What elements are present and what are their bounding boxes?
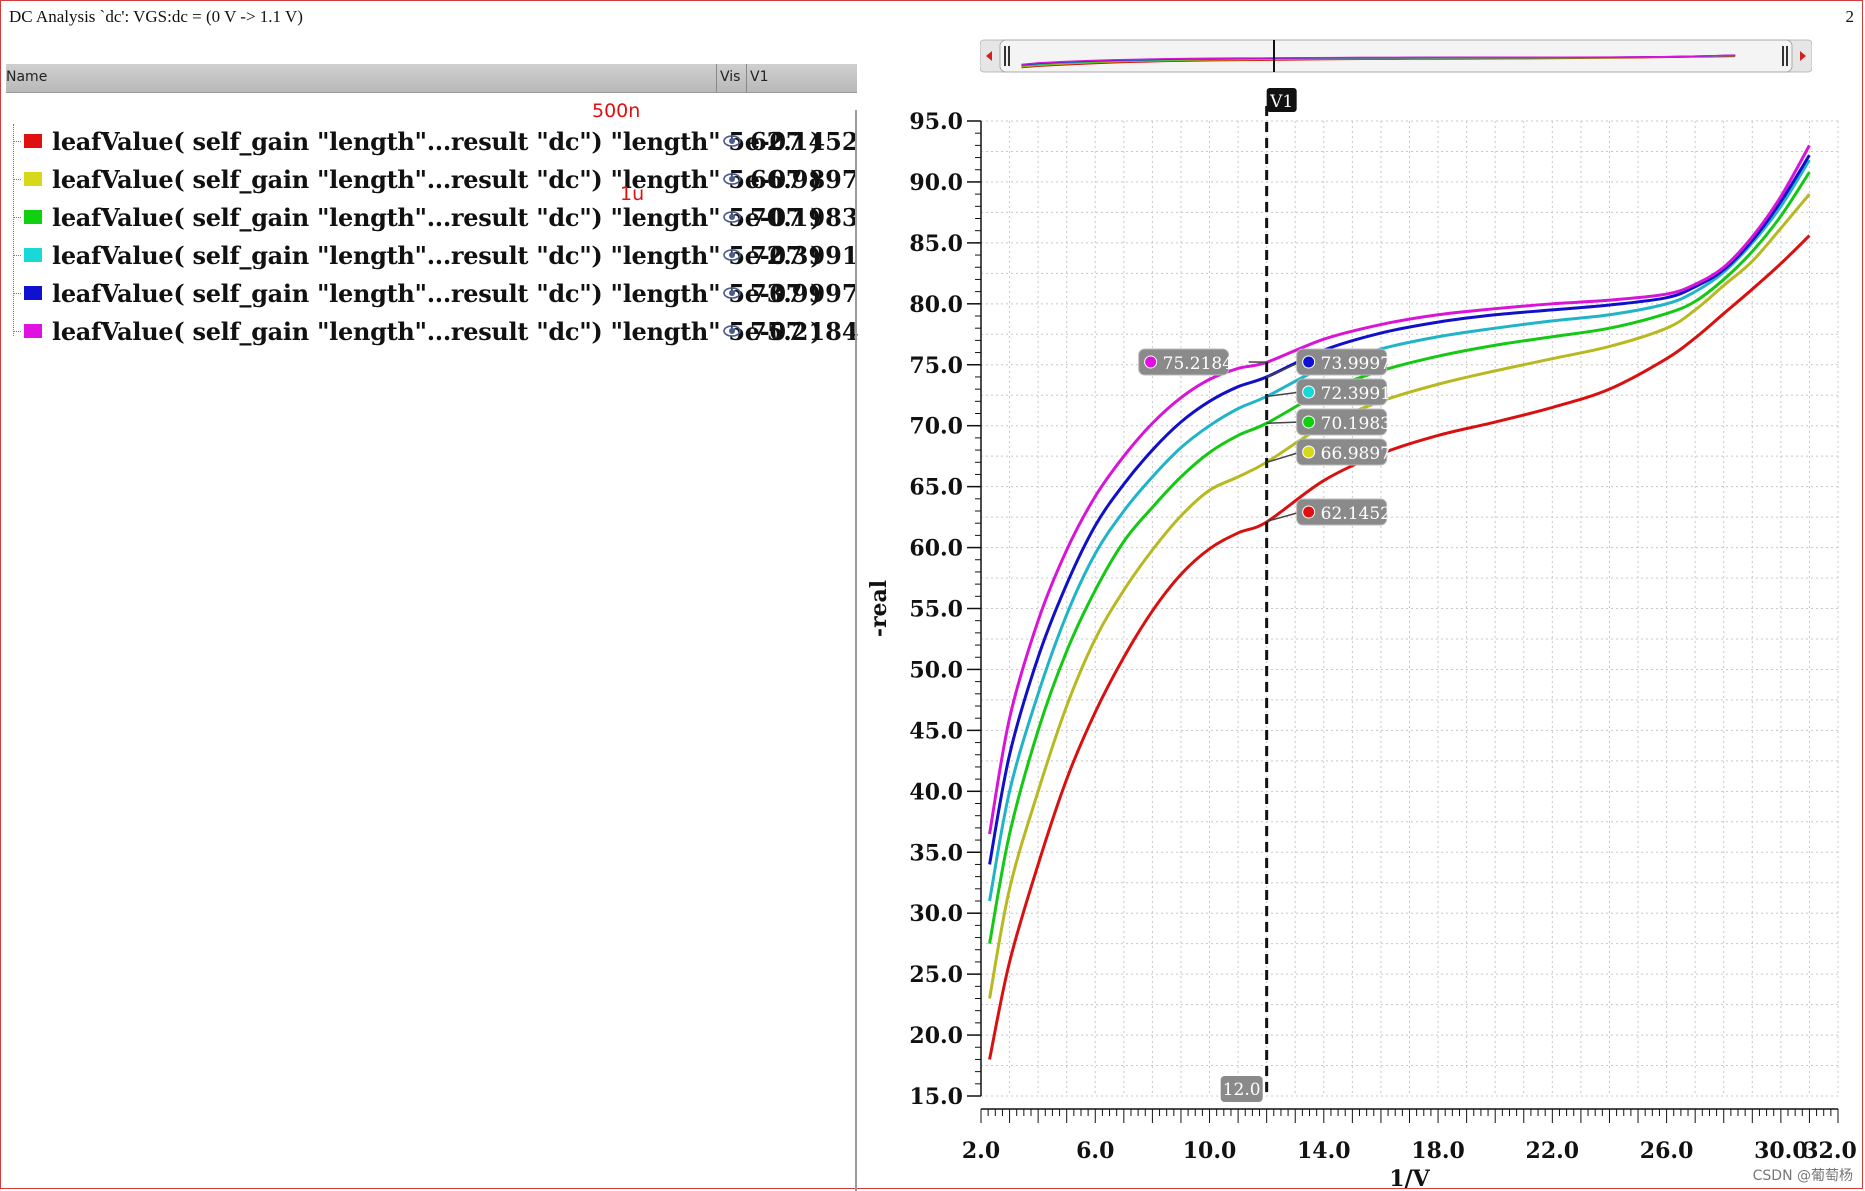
preview-line: [1021, 54, 1736, 66]
color-swatch[interactable]: [24, 210, 42, 224]
panel-splitter[interactable]: [855, 110, 857, 1191]
color-swatch[interactable]: [24, 286, 42, 300]
tree-branch: [13, 179, 21, 180]
legend-row[interactable]: leafValue( self_gain "length"...result "…: [0, 238, 859, 272]
legend-row[interactable]: leafValue( self_gain "length"...result "…: [0, 162, 859, 196]
eye-icon[interactable]: [722, 246, 742, 264]
trace-label[interactable]: leafValue( self_gain "length"...result "…: [52, 127, 822, 156]
trace-value: 75.2184: [750, 317, 859, 346]
color-swatch[interactable]: [24, 172, 42, 186]
scroll-right-icon[interactable]: [1800, 51, 1806, 61]
header-separator[interactable]: [746, 64, 747, 92]
header-separator[interactable]: [716, 64, 717, 92]
left-handle-icon[interactable]: [1004, 46, 1006, 66]
color-swatch[interactable]: [24, 324, 42, 338]
analysis-title: DC Analysis `dc': VGS:dc = (0 V -> 1.1 V…: [9, 7, 303, 26]
trace-value: 66.9897: [750, 165, 859, 194]
zoom-scroller[interactable]: [979, 38, 1813, 76]
color-swatch[interactable]: [24, 248, 42, 262]
trace-value: 62.1452: [750, 127, 859, 156]
scroller-thumb[interactable]: [999, 39, 1793, 73]
trace-value: 72.3991: [750, 241, 859, 270]
eye-icon[interactable]: [722, 284, 742, 302]
left-handle-icon[interactable]: [1008, 46, 1010, 66]
tree-branch: [13, 255, 21, 256]
tree-connector: [13, 124, 15, 336]
trace-value: 70.1983: [750, 203, 859, 232]
subwindow-number: 2: [1845, 7, 1855, 26]
header-name[interactable]: Name: [6, 69, 48, 85]
right-handle-icon[interactable]: [1782, 46, 1784, 66]
legend-row[interactable]: leafValue( self_gain "length"...result "…: [0, 200, 859, 234]
trace-label[interactable]: leafValue( self_gain "length"...result "…: [52, 279, 822, 308]
legend-row[interactable]: leafValue( self_gain "length"...result "…: [0, 276, 859, 310]
eye-icon[interactable]: [722, 208, 742, 226]
trace-label[interactable]: leafValue( self_gain "length"...result "…: [52, 203, 822, 232]
scroller-preview: [1021, 54, 1736, 69]
legend-row[interactable]: leafValue( self_gain "length"...result "…: [0, 314, 859, 348]
scroller-svg: [979, 39, 1813, 73]
legend-header: Name Vis V1: [6, 64, 857, 93]
tree-branch: [13, 331, 21, 332]
eye-icon[interactable]: [722, 322, 742, 340]
tree-branch: [13, 141, 21, 142]
tree-branch: [13, 217, 21, 218]
legend-row[interactable]: leafValue( self_gain "length"...result "…: [0, 124, 859, 158]
watermark: CSDN @葡萄杨: [1752, 1168, 1853, 1184]
trace-value: 73.9997: [750, 279, 859, 308]
eye-icon[interactable]: [722, 132, 742, 150]
annotation-500n: 500n: [592, 100, 641, 122]
scroll-left-icon[interactable]: [986, 51, 992, 61]
annotation-1u: 1u: [620, 183, 645, 205]
eye-icon[interactable]: [722, 170, 742, 188]
right-handle-icon[interactable]: [1786, 46, 1788, 66]
header-vis[interactable]: Vis: [720, 69, 741, 85]
tree-branch: [13, 293, 21, 294]
color-swatch[interactable]: [24, 134, 42, 148]
trace-label[interactable]: leafValue( self_gain "length"...result "…: [52, 165, 822, 194]
trace-label[interactable]: leafValue( self_gain "length"...result "…: [52, 317, 822, 346]
trace-label[interactable]: leafValue( self_gain "length"...result "…: [52, 241, 822, 270]
header-value[interactable]: V1: [750, 69, 769, 85]
